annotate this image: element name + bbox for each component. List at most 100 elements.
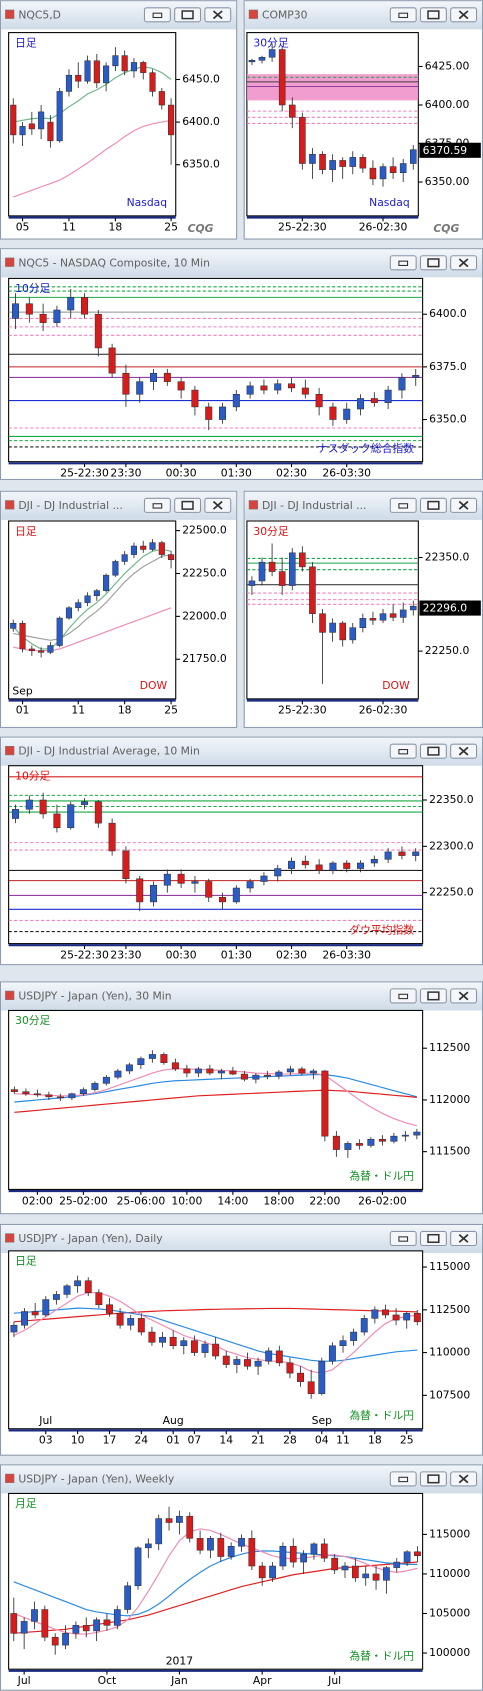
- candle-body: [401, 1134, 409, 1137]
- moving-average: [13, 554, 172, 641]
- minimize-button-frame: [143, 497, 171, 513]
- last-price-label: 6370.59: [423, 144, 468, 157]
- candle-body: [390, 1135, 398, 1142]
- minimize-button[interactable]: [389, 497, 417, 513]
- chart-window: DJI - DJ Industrial ... 21750.0 22000.0 222…: [0, 490, 238, 728]
- minimize-button[interactable]: [389, 988, 417, 1004]
- close-button[interactable]: [450, 255, 478, 271]
- candle-body: [205, 881, 213, 898]
- candle-body: [309, 153, 316, 164]
- minimize-button-frame: [143, 7, 171, 23]
- candle-body: [52, 1294, 60, 1300]
- window-title: DJI - DJ Industrial Average, 10 Min: [18, 745, 199, 758]
- candle-body: [140, 545, 147, 550]
- candle-body: [343, 862, 351, 869]
- window-icon: [248, 9, 258, 19]
- maximize-button[interactable]: [419, 743, 447, 759]
- minimize-button[interactable]: [143, 7, 171, 23]
- candle-body: [319, 613, 326, 633]
- maximize-button[interactable]: [174, 497, 202, 513]
- maximize-button-frame: [419, 743, 447, 759]
- close-button[interactable]: [450, 988, 478, 1004]
- maximize-button[interactable]: [419, 7, 447, 23]
- maximize-button[interactable]: [419, 1230, 447, 1247]
- candle-body: [112, 561, 119, 576]
- x-tick-label: 18: [368, 1434, 382, 1447]
- x-tick-label: 04: [315, 1434, 329, 1447]
- timeframe-label: 10分足: [15, 282, 50, 295]
- candle-body: [413, 1131, 421, 1136]
- candle-body: [53, 813, 61, 829]
- minimize-button[interactable]: [389, 1471, 417, 1487]
- close-glyph: [458, 991, 469, 1001]
- candle-body: [341, 1565, 349, 1571]
- candle-body: [309, 566, 316, 614]
- candle-body: [130, 62, 138, 72]
- maximize-glyph: [427, 258, 440, 268]
- candle-body: [127, 1318, 135, 1326]
- maximize-button-frame: [174, 7, 202, 23]
- timeframe-label: 10分足: [15, 770, 50, 783]
- minimize-button[interactable]: [389, 743, 417, 759]
- candle-body: [144, 1543, 152, 1549]
- maximize-button-frame: [419, 7, 447, 23]
- chart-window: DJI - DJ Industrial ... 22250.0 22350.0 222…: [243, 490, 483, 728]
- y-tick-label: 110000: [429, 1346, 470, 1359]
- moving-average: [13, 1307, 418, 1323]
- y-tick-label: 22000.0: [182, 609, 227, 622]
- x-tick-label: 26-03:30: [322, 948, 371, 961]
- maximize-button[interactable]: [419, 497, 447, 513]
- minimize-button[interactable]: [389, 1230, 417, 1247]
- timeframe-label: 30分足: [15, 1014, 50, 1027]
- minimize-button[interactable]: [389, 255, 417, 271]
- x-tick-label: 24: [134, 1434, 148, 1447]
- candle-body: [320, 1543, 328, 1559]
- candle-body: [65, 607, 73, 619]
- candle-body: [389, 166, 397, 174]
- close-button[interactable]: [450, 497, 478, 513]
- candle-body: [137, 1318, 145, 1333]
- close-button[interactable]: [204, 7, 232, 23]
- close-button[interactable]: [450, 1471, 478, 1487]
- y-tick-label: 6400.0: [182, 115, 220, 128]
- period-label: Aug: [163, 1414, 184, 1427]
- minimize-button-frame: [389, 1471, 417, 1487]
- candle-body: [268, 561, 276, 572]
- minimize-button[interactable]: [143, 497, 171, 513]
- candle-body: [22, 1091, 30, 1094]
- maximize-button[interactable]: [174, 7, 202, 23]
- candle-body: [114, 1070, 122, 1078]
- candle-body: [95, 1292, 103, 1305]
- x-tick-label: Jul: [17, 1674, 31, 1687]
- x-tick-label: 25-22:30: [60, 467, 109, 480]
- maximize-button[interactable]: [419, 1471, 447, 1487]
- candle-body: [177, 873, 185, 884]
- candle-body: [278, 49, 286, 106]
- close-button[interactable]: [450, 743, 478, 759]
- x-tick-label: 26-02:00: [358, 1194, 407, 1207]
- minimize-button[interactable]: [389, 7, 417, 23]
- candle-body: [84, 60, 91, 82]
- moving-average: [14, 1068, 418, 1127]
- y-tick-label: 21750.0: [182, 652, 227, 665]
- maximize-button[interactable]: [419, 255, 447, 271]
- candle-body: [113, 1609, 121, 1626]
- candle-body: [309, 1070, 317, 1074]
- window-icon: [5, 746, 15, 756]
- candle-body: [149, 542, 156, 550]
- y-tick-label: 6350.0: [182, 158, 220, 171]
- candle-body: [260, 385, 268, 391]
- period-label: 2017: [166, 1655, 193, 1668]
- candle-body: [63, 1285, 71, 1295]
- close-button[interactable]: [204, 497, 232, 513]
- close-button[interactable]: [450, 7, 478, 23]
- timeframe-label: 30分足: [253, 36, 288, 49]
- plot-area: [8, 277, 424, 463]
- candle-body: [51, 1636, 59, 1646]
- x-tick-label: 03: [39, 1434, 53, 1447]
- candle-body: [300, 1553, 307, 1563]
- chart-note: 為替・ドル円: [349, 1649, 414, 1662]
- candle-body: [350, 1331, 358, 1341]
- maximize-button[interactable]: [419, 988, 447, 1004]
- close-button[interactable]: [450, 1230, 478, 1247]
